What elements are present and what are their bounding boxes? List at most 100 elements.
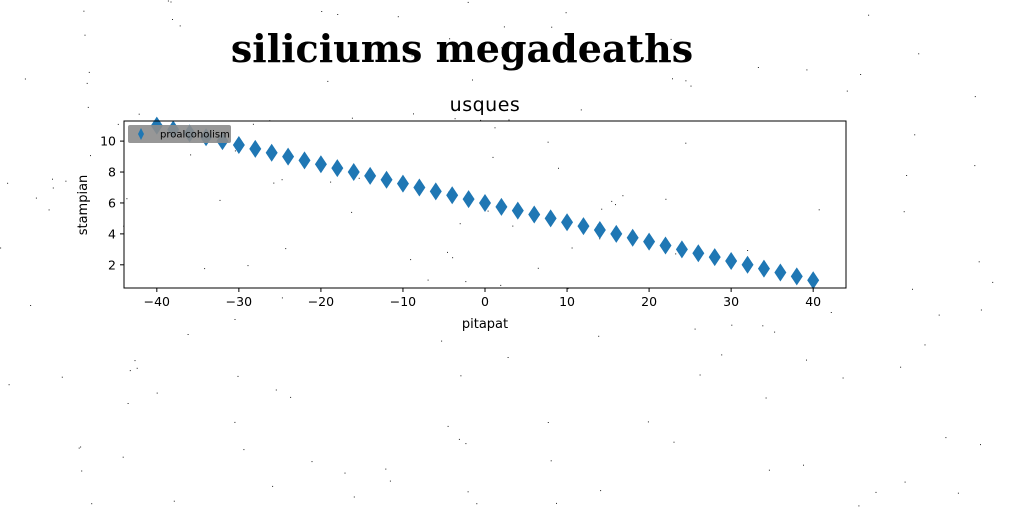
speckle-dot — [24, 78, 26, 80]
speckle-dot — [411, 55, 413, 57]
x-tick-label: 0 — [481, 294, 489, 309]
speckle-dot — [978, 261, 980, 263]
speckle-dot — [957, 492, 959, 494]
speckle-dot — [914, 134, 916, 136]
speckle-dot — [234, 150, 236, 152]
speckle-dot — [88, 71, 90, 73]
speckle-dot — [273, 182, 275, 184]
speckle-dot — [467, 491, 469, 493]
speckle-dot — [507, 357, 509, 358]
speckle-dot — [427, 279, 429, 281]
data-point — [774, 263, 787, 282]
speckle-dot — [904, 481, 906, 483]
speckle-dot — [842, 377, 844, 379]
speckle-dot — [903, 211, 905, 213]
x-axis-label: pitapat — [462, 317, 508, 332]
speckle-dot — [924, 344, 926, 346]
y-tick-label: 10 — [100, 134, 116, 149]
speckle-dot — [35, 197, 37, 199]
speckle-dot — [665, 198, 667, 200]
speckle-dot — [458, 438, 460, 440]
speckle-dot — [846, 90, 848, 92]
speckle-dot — [974, 96, 976, 98]
speckle-dot — [938, 314, 940, 316]
y-tick-label: 8 — [108, 165, 116, 180]
data-point — [659, 236, 672, 255]
data-point — [413, 178, 426, 197]
speckle-dot — [551, 26, 553, 28]
speckle-dot — [503, 26, 505, 28]
data-points — [150, 116, 820, 290]
speckle-dot — [571, 247, 573, 249]
speckle-dot — [65, 180, 67, 182]
speckle-dot — [30, 305, 32, 306]
speckle-dot — [187, 334, 189, 335]
speckle-dot — [601, 208, 603, 210]
data-point — [561, 213, 574, 232]
y-tick-label: 2 — [108, 257, 116, 272]
speckle-dot — [447, 425, 449, 427]
speckle-dot — [234, 319, 236, 320]
speckle-dot — [721, 354, 723, 356]
speckle-dot — [452, 257, 454, 259]
speckle-dot — [487, 210, 489, 212]
data-point — [741, 255, 754, 274]
speckle-dot — [126, 198, 128, 200]
speckle-dot — [550, 460, 552, 462]
speckle-dot — [330, 181, 332, 183]
data-point — [396, 174, 409, 193]
speckle-dot — [992, 281, 994, 283]
speckle-dot — [675, 253, 677, 255]
speckle-dot — [945, 437, 947, 439]
data-point — [807, 271, 820, 290]
speckle-dot — [450, 43, 452, 45]
speckle-dot — [243, 449, 245, 451]
speckle-dot — [731, 324, 733, 326]
y-tick-label: 4 — [108, 226, 116, 241]
speckle-dot — [803, 464, 804, 466]
speckle-dot — [806, 69, 808, 71]
speckle-dot — [327, 80, 329, 82]
speckle-dot — [537, 267, 539, 269]
speckle-dot — [556, 502, 557, 504]
speckle-dot — [818, 209, 820, 211]
x-axis-ticks: −40 −30 −20 −10 0 10 20 30 40 — [144, 288, 821, 309]
x-tick-label: 40 — [805, 294, 821, 309]
speckle-dot — [580, 109, 582, 111]
speckle-dot — [622, 195, 624, 197]
speckle-dot — [117, 123, 119, 125]
data-point — [610, 224, 623, 243]
speckle-dot — [685, 142, 687, 144]
speckle-dot — [912, 288, 913, 290]
speckle-dot — [472, 79, 473, 81]
speckle-dot — [385, 468, 387, 470]
speckle-dot — [61, 376, 63, 378]
data-point — [462, 190, 475, 209]
speckle-dot — [8, 384, 10, 386]
legend: proalcoholism — [128, 125, 231, 143]
speckle-dot — [685, 80, 687, 82]
speckle-dot — [204, 268, 206, 270]
speckle-dot — [547, 422, 549, 423]
x-tick-label: −30 — [226, 294, 252, 309]
speckle-dot — [765, 397, 767, 399]
y-tick-label: 6 — [108, 195, 116, 210]
speckle-dot — [134, 360, 136, 362]
speckle-dot — [762, 325, 764, 327]
x-tick-label: 20 — [641, 294, 657, 309]
data-point — [692, 244, 705, 263]
x-tick-label: −40 — [144, 294, 170, 309]
speckle-dot — [980, 309, 982, 311]
speckle-dot — [492, 156, 494, 158]
speckle-dot — [389, 480, 391, 482]
speckle-dot — [476, 503, 478, 505]
speckle-dot — [91, 503, 93, 505]
speckle-dot — [353, 496, 355, 498]
speckle-dot — [500, 284, 502, 286]
legend-marker-diamond-icon — [138, 128, 144, 140]
data-point — [298, 151, 311, 170]
speckle-dot — [441, 340, 443, 342]
data-point — [380, 170, 393, 189]
speckle-dot — [52, 187, 54, 189]
